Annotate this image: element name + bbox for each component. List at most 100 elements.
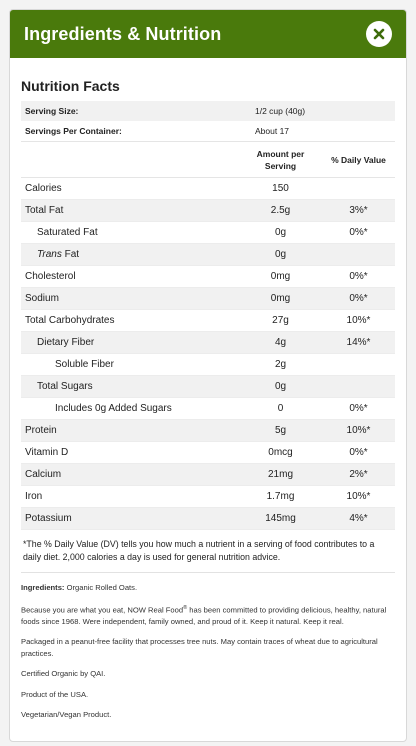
nutrient-dv: 0%* [322,441,395,464]
header-amount-line1: Amount per [256,148,305,159]
nutrient-row: Potassium 145mg 4%* [21,507,395,530]
about-text: Because you are what you eat, NOW Real F… [21,603,395,628]
header-daily-value: % Daily Value [322,141,395,178]
serving-size-row: Serving Size: 1/2 cup (40g) [21,101,395,121]
nutrient-amount: 0mg [239,287,322,310]
daily-value-footnote: *The % Daily Value (DV) tells you how mu… [21,530,395,573]
nutrient-table: Amount per Serving % Daily Value Calorie… [21,141,395,530]
serving-size-label: Serving Size: [25,106,79,116]
nutrient-name: Protein [21,419,239,442]
nutrient-dv: 10%* [322,309,395,332]
nutrient-amount: 2.5g [239,199,322,222]
nutrient-amount: 0 [239,397,322,420]
nutrition-modal: Ingredients & Nutrition Nutrition Facts … [9,9,407,742]
servings-per-container-row: Servings Per Container: About 17 [21,121,395,141]
origin-text: Product of the USA. [21,689,89,699]
nutrient-table-header: Amount per Serving % Daily Value [21,141,395,178]
certified-text: Certified Organic by QAI. [21,669,106,679]
servings-per-container-label: Servings Per Container: [25,126,122,136]
about-part2: has been committed to providing deliciou… [21,605,387,626]
header-amount: Amount per Serving [239,141,322,178]
serving-table: Serving Size: 1/2 cup (40g) Servings Per… [21,101,395,141]
nutrient-amount: 1.7mg [239,485,322,508]
serving-size-value: 1/2 cup (40g) [255,106,306,116]
nutrient-amount: 27g [239,309,322,332]
nutrient-dv: 0%* [322,287,395,310]
nutrient-name: Total Carbohydrates [21,309,239,332]
close-x-icon [373,28,385,40]
nutrient-row: Trans Fat 0g [21,243,395,266]
nutrient-dv: 10%* [322,419,395,442]
nutrient-rows: Calories 150 Total Fat 2.5g 3%* Saturated F… [21,177,395,530]
nutrient-dv [322,375,395,398]
nutrient-name: Soluble Fiber [21,353,239,376]
nutrient-name: Total Sugars [21,375,239,398]
registered-mark: ® [183,604,188,611]
nutrient-name: Iron [21,485,239,508]
nutrient-name: Trans Fat [21,243,239,266]
nutrient-amount: 0mg [239,265,322,288]
nutrient-dv [322,177,395,200]
nutrient-name: Cholesterol [21,265,239,288]
nutrient-dv: 10%* [322,485,395,508]
nutrient-amount: 0mcg [239,441,322,464]
nutrient-amount: 145mg [239,507,322,530]
trans-rest-label: Fat [61,249,80,260]
nutrient-row: Calories 150 [21,177,395,200]
ingredients-label: Ingredients: [21,583,65,592]
nutrient-dv: 2%* [322,463,395,486]
nutrient-row: Vitamin D 0mcg 0%* [21,441,395,464]
nutrient-row: Total Sugars 0g [21,375,395,398]
nutrient-row: Cholesterol 0mg 0%* [21,265,395,288]
ingredients-value: Organic Rolled Oats. [64,583,138,592]
header-amount-line2: Serving [264,160,297,171]
nutrient-name: Sodium [21,287,239,310]
nutrient-name: Saturated Fat [21,221,239,244]
nutrient-dv: 0%* [322,265,395,288]
nutrient-dv: 0%* [322,397,395,420]
allergen-text: Packaged in a peanut-free facility that … [21,637,378,658]
nutrient-name: Vitamin D [21,441,239,464]
nutrient-name: Total Fat [21,199,239,222]
nutrient-amount: 0g [239,243,322,266]
nutrient-name: Includes 0g Added Sugars [21,397,239,420]
nutrient-amount: 0g [239,221,322,244]
product-details: Ingredients: Organic Rolled Oats. Becaus… [10,582,406,721]
about-part1: Because you are what you eat, NOW Real F… [21,605,184,615]
close-button[interactable] [366,21,392,47]
nutrient-dv [322,243,395,266]
nutrient-row: Total Carbohydrates 27g 10%* [21,309,395,332]
diet-text: Vegetarian/Vegan Product. [21,710,112,720]
nutrition-content: Nutrition Facts Serving Size: 1/2 cup (4… [10,58,406,573]
nutrient-dv [322,353,395,376]
nutrient-row: Dietary Fiber 4g 14%* [21,331,395,354]
nutrient-row: Calcium 21mg 2%* [21,463,395,486]
nutrient-name: Calories [21,177,239,200]
nutrient-row: Protein 5g 10%* [21,419,395,442]
nutrient-dv: 0%* [322,221,395,244]
nutrient-amount: 0g [239,375,322,398]
nutrient-dv: 14%* [322,331,395,354]
nutrient-amount: 2g [239,353,322,376]
nutrient-row: Saturated Fat 0g 0%* [21,221,395,244]
nutrient-row: Soluble Fiber 2g [21,353,395,376]
header-blank [21,141,239,178]
modal-title: Ingredients & Nutrition [24,23,222,44]
nutrition-facts-title: Nutrition Facts [21,78,120,94]
nutrient-dv: 3%* [322,199,395,222]
nutrient-name: Calcium [21,463,239,486]
nutrient-amount: 21mg [239,463,322,486]
nutrient-row: Total Fat 2.5g 3%* [21,199,395,222]
nutrient-amount: 5g [239,419,322,442]
nutrient-dv: 4%* [322,507,395,530]
nutrient-row: Includes 0g Added Sugars 0 0%* [21,397,395,420]
servings-per-container-value: About 17 [255,126,290,136]
nutrient-amount: 4g [239,331,322,354]
modal-header: Ingredients & Nutrition [10,10,406,58]
nutrient-amount: 150 [239,177,322,200]
trans-italic-label: Trans [37,249,62,260]
nutrient-name: Potassium [21,507,239,530]
nutrient-row: Sodium 0mg 0%* [21,287,395,310]
nutrient-row: Iron 1.7mg 10%* [21,485,395,508]
ingredients-line: Ingredients: Organic Rolled Oats. [21,582,395,594]
